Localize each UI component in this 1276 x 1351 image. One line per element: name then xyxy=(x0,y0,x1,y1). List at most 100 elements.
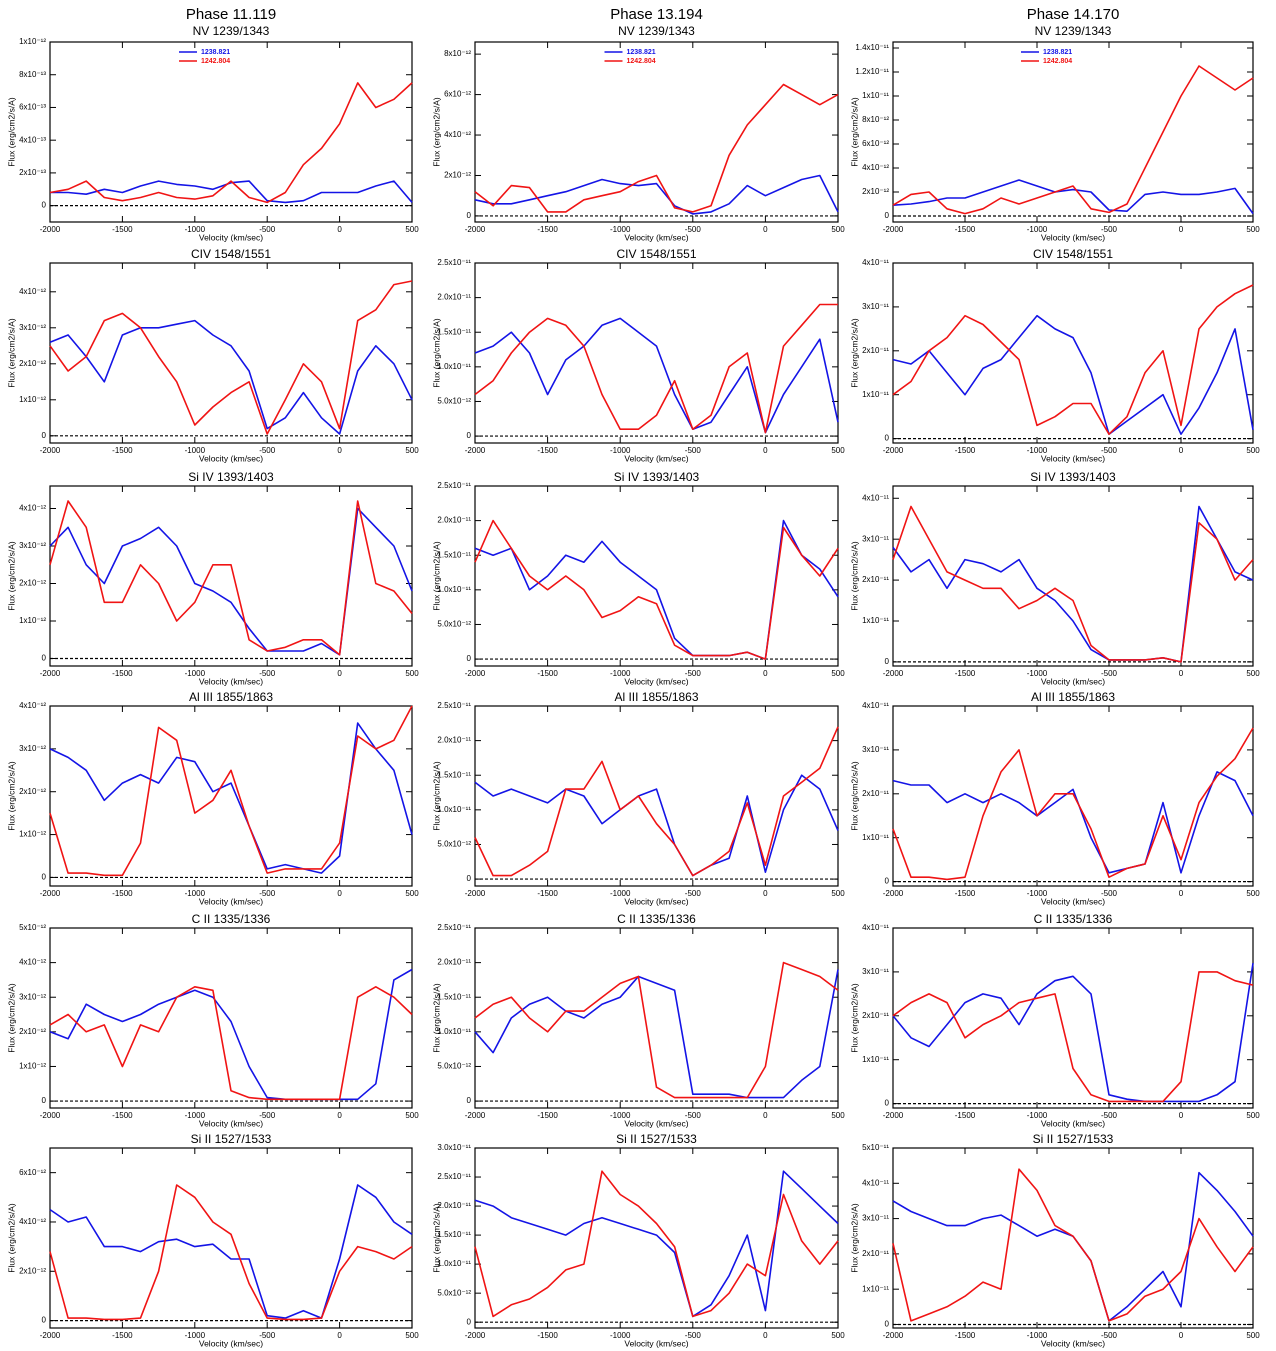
y-tick-label: 4x10⁻¹¹ xyxy=(862,258,889,267)
y-tick-label: 6x10⁻¹³ xyxy=(19,103,46,112)
y-tick-label: 2x10⁻¹³ xyxy=(19,168,46,177)
y-tick-label: 2.5x10⁻¹¹ xyxy=(437,481,471,490)
x-axis-label: Velocity (km/sec) xyxy=(1041,896,1105,906)
y-tick-label: 4x10⁻¹¹ xyxy=(862,1178,889,1187)
y-tick-label: 2x10⁻¹² xyxy=(444,171,471,180)
y-axis-label: Flux (erg/cm2/s/A) xyxy=(6,1203,16,1273)
y-tick-label: 2.5x10⁻¹¹ xyxy=(437,701,471,710)
spectrum-line xyxy=(474,961,839,1099)
y-tick-label: 1.2x10⁻¹¹ xyxy=(855,67,889,76)
x-tick-label: -1500 xyxy=(955,446,976,455)
x-tick-label: -2000 xyxy=(40,1111,61,1120)
spectrum-line xyxy=(892,771,1254,874)
panel-title: C II 1335/1336 xyxy=(1034,912,1113,926)
y-axis-label: Flux (erg/cm2/s/A) xyxy=(849,541,859,611)
x-tick-label: 500 xyxy=(831,1111,845,1120)
x-tick-label: -1500 xyxy=(537,1111,558,1120)
panel-title: Si II 1527/1533 xyxy=(1033,1132,1114,1146)
spectrum-line xyxy=(892,314,1254,435)
x-tick-label: -1000 xyxy=(1027,225,1048,234)
y-tick-label: 2x10⁻¹¹ xyxy=(862,1011,889,1020)
x-tick-label: -1000 xyxy=(185,1111,206,1120)
y-axis-label: Flux (erg/cm2/s/A) xyxy=(849,761,859,831)
y-tick-label: 4x10⁻¹¹ xyxy=(862,493,889,502)
y-tick-label: 0 xyxy=(42,1316,47,1325)
legend-label: 1242.804 xyxy=(1043,58,1072,65)
y-tick-label: 3x10⁻¹² xyxy=(19,992,46,1001)
panel-title: Si IV 1393/1403 xyxy=(1030,470,1116,484)
x-tick-label: -1500 xyxy=(537,669,558,678)
spectrum-line xyxy=(892,727,1254,881)
y-tick-label: 6x10⁻¹² xyxy=(19,1168,46,1177)
spectrum-line xyxy=(49,507,413,656)
x-tick-label: 0 xyxy=(763,1111,768,1120)
y-tick-label: 0 xyxy=(42,654,47,663)
x-tick-label: 500 xyxy=(405,225,419,234)
x-tick-label: -500 xyxy=(259,225,276,234)
y-tick-label: 3x10⁻¹¹ xyxy=(862,967,889,976)
y-tick-label: 1x10⁻¹¹ xyxy=(862,390,889,399)
y-tick-label: 6x10⁻¹² xyxy=(862,139,889,148)
y-tick-label: 0 xyxy=(42,873,47,882)
y-tick-label: 4x10⁻¹² xyxy=(19,701,46,710)
spectrum-line xyxy=(892,962,1254,1103)
y-tick-label: 1.5x10⁻¹¹ xyxy=(437,992,471,1001)
y-tick-label: 4x10⁻¹² xyxy=(19,1217,46,1226)
x-tick-label: 500 xyxy=(405,1331,419,1340)
plot-frame xyxy=(892,262,1254,444)
y-axis-label: Flux (erg/cm2/s/A) xyxy=(6,97,16,167)
x-tick-label: -500 xyxy=(1101,889,1118,898)
x-tick-label: -1500 xyxy=(112,446,133,455)
x-tick-label: 0 xyxy=(763,225,768,234)
spectrum-line xyxy=(474,726,839,877)
y-tick-label: 2.0x10⁻¹¹ xyxy=(437,1201,471,1210)
plot-frame xyxy=(892,485,1254,667)
x-tick-label: -500 xyxy=(1101,225,1118,234)
column-title: Phase 14.170 xyxy=(1027,6,1120,23)
y-tick-label: 2x10⁻¹¹ xyxy=(862,789,889,798)
y-axis-label: Flux (erg/cm2/s/A) xyxy=(431,97,441,167)
spectrum-line xyxy=(892,1171,1254,1322)
y-tick-label: 1x10⁻¹¹ xyxy=(862,616,889,625)
y-tick-label: 1x10⁻¹¹ xyxy=(862,1284,889,1293)
y-tick-label: 3.0x10⁻¹¹ xyxy=(437,1143,471,1152)
y-tick-label: 3x10⁻¹¹ xyxy=(862,302,889,311)
panel-title: CIV 1548/1551 xyxy=(1033,247,1113,261)
x-tick-label: -2000 xyxy=(40,1331,61,1340)
y-tick-label: 3x10⁻¹² xyxy=(19,541,46,550)
panel-title: Al III 1855/1863 xyxy=(614,690,698,704)
x-axis-label: Velocity (km/sec) xyxy=(199,896,263,906)
x-tick-label: -1000 xyxy=(1027,1111,1048,1120)
y-tick-label: 0 xyxy=(467,211,472,220)
panel-title: Si IV 1393/1403 xyxy=(614,470,700,484)
y-tick-label: 0 xyxy=(467,431,472,440)
y-tick-label: 6x10⁻¹² xyxy=(444,90,471,99)
x-tick-label: -1500 xyxy=(112,1331,133,1340)
spectrum-line xyxy=(49,968,413,1101)
spectrum-line xyxy=(474,1170,839,1318)
x-tick-label: 500 xyxy=(831,446,845,455)
x-axis-label: Velocity (km/sec) xyxy=(624,896,688,906)
y-tick-label: 1x10⁻¹¹ xyxy=(862,833,889,842)
spectrum-line xyxy=(892,65,1254,215)
x-axis-label: Velocity (km/sec) xyxy=(624,1338,688,1348)
plot-frame xyxy=(474,1147,839,1329)
y-tick-label: 0 xyxy=(885,657,890,666)
plot-frame xyxy=(49,485,413,667)
x-tick-label: -1000 xyxy=(185,1331,206,1340)
y-tick-label: 4x10⁻¹² xyxy=(19,958,46,967)
x-tick-label: 0 xyxy=(1179,889,1184,898)
panel-title: Si IV 1393/1403 xyxy=(188,470,274,484)
spectrum-line xyxy=(49,986,413,1101)
panel-title: NV 1239/1343 xyxy=(618,24,695,38)
y-axis-label: Flux (erg/cm2/s/A) xyxy=(849,318,859,388)
x-tick-label: -2000 xyxy=(465,225,486,234)
y-tick-label: 4x10⁻¹² xyxy=(444,130,471,139)
plot-frame xyxy=(49,262,413,444)
x-tick-label: -1500 xyxy=(537,1331,558,1340)
x-tick-label: 500 xyxy=(1246,669,1260,678)
x-tick-label: -2000 xyxy=(883,446,904,455)
y-tick-label: 1.5x10⁻¹¹ xyxy=(437,327,471,336)
x-tick-label: -2000 xyxy=(40,669,61,678)
x-tick-label: 0 xyxy=(763,446,768,455)
